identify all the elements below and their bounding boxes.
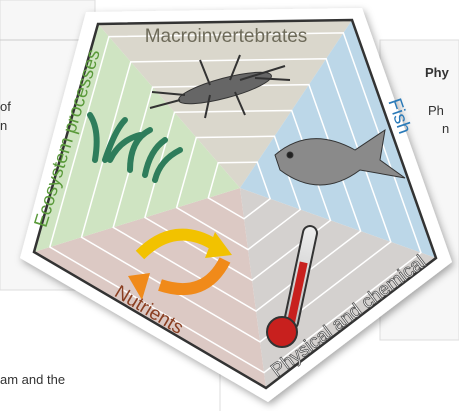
text-fragment: n: [442, 121, 449, 136]
text-fragment: am and the: [0, 372, 65, 387]
page: {"background": {"heading": "Phy", "line1…: [0, 0, 459, 411]
text-fragment: Ph: [428, 103, 444, 118]
scene: Phy Ph n of n am and the: [0, 0, 459, 411]
text-fragment: of: [0, 99, 11, 114]
text-fragment: n: [0, 118, 7, 133]
heading-fragment: Phy: [425, 65, 450, 80]
segment-label: Macroinvertebrates: [145, 26, 308, 47]
